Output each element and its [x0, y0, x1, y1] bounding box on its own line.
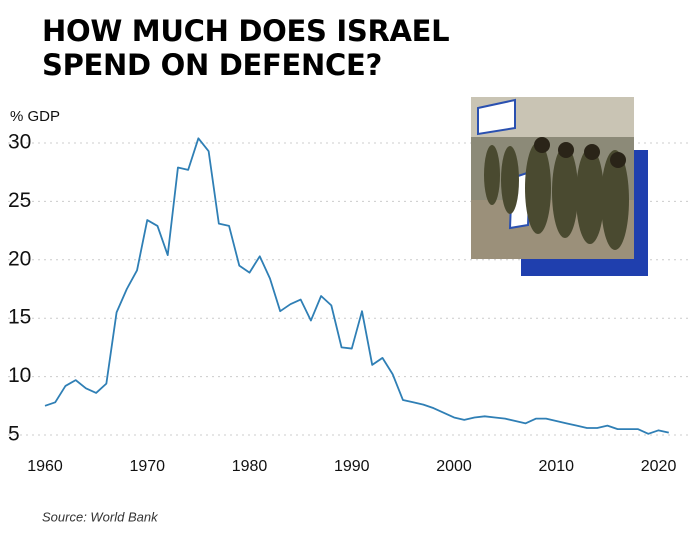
y-tick-label: 25 [8, 189, 31, 212]
y-tick-label: 20 [8, 247, 31, 270]
y-tick-label: 10 [8, 364, 31, 387]
y-tick-label: 30 [8, 131, 31, 154]
x-tick-label: 1970 [129, 458, 165, 475]
y-tick-label: 5 [8, 423, 20, 446]
x-tick-label: 1960 [27, 458, 63, 475]
x-tick-label: 2010 [538, 458, 574, 475]
data-line [44, 137, 669, 435]
x-tick-label: 1990 [334, 458, 370, 475]
photo [471, 97, 634, 259]
y-tick-label: 15 [8, 306, 31, 329]
x-tick-label: 2020 [641, 458, 677, 475]
x-tick-label: 1980 [232, 458, 268, 475]
x-tick-label: 2000 [436, 458, 472, 475]
y-axis-label: % GDP [10, 108, 60, 125]
source: Source: World Bank [42, 509, 159, 524]
chart-title: HOW MUCH DOES ISRAEL SPEND ON DEFENCE? [42, 14, 450, 82]
